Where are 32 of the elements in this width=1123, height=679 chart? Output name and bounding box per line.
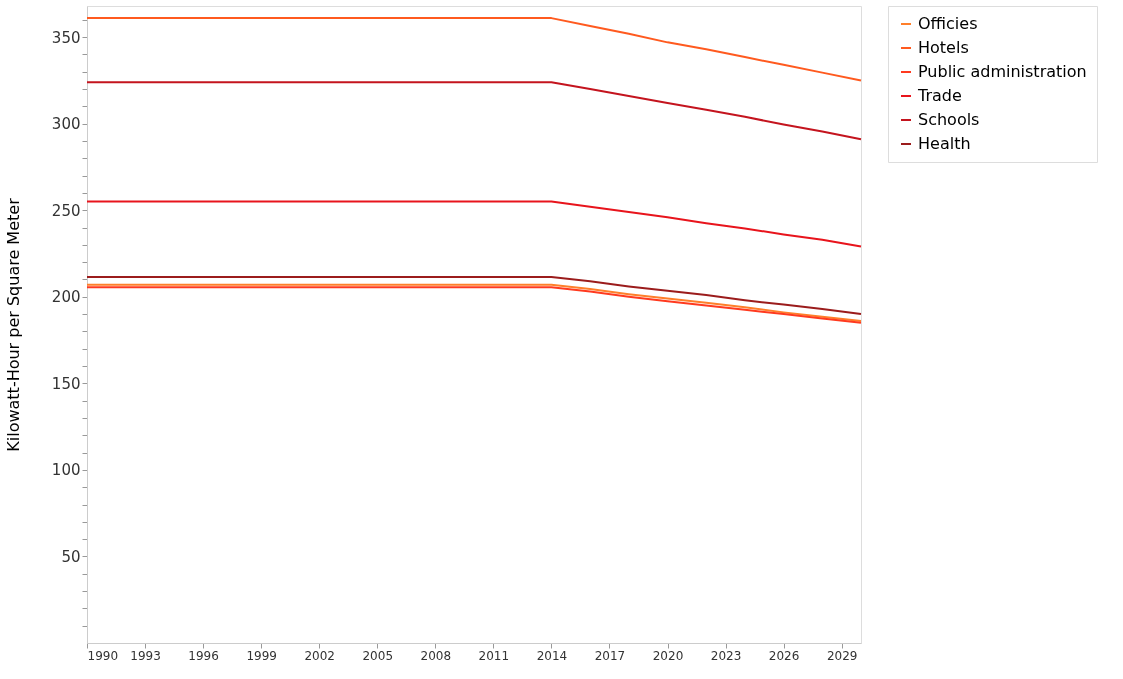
x-tick-label: 2029 — [826, 648, 858, 663]
y-tick-label: 250 — [51, 201, 81, 220]
x-tick-label: 1996 — [188, 648, 219, 663]
x-tick-label: 2023 — [710, 648, 742, 663]
x-tick-label: 2005 — [362, 648, 394, 663]
x-tick-label: 2011 — [478, 648, 510, 663]
y-tick-label: 150 — [51, 374, 81, 393]
line-series — [86, 17, 862, 82]
legend-label: Officies — [918, 14, 978, 33]
y-tick-label: 100 — [51, 461, 81, 480]
y-tick-label: 300 — [51, 115, 81, 134]
x-tick-label: 2026 — [768, 648, 800, 663]
legend-label: Schools — [918, 110, 980, 129]
legend-label: Health — [918, 134, 971, 153]
legend-label: Trade — [917, 86, 962, 105]
y-tick-label: 50 — [61, 547, 81, 566]
y-axis-title: Kilowatt-Hour per Square Meter — [3, 197, 23, 452]
x-tick-label: 1990 — [87, 648, 119, 663]
line-series — [86, 275, 862, 316]
x-tick-label: 1999 — [246, 648, 277, 663]
x-tick-label: 2008 — [420, 648, 452, 663]
x-tick-label: 2014 — [536, 648, 568, 663]
x-tick-label: 1993 — [130, 648, 161, 663]
y-tick-label: 200 — [51, 288, 81, 307]
y-tick-label: 350 — [51, 28, 81, 47]
x-tick-label: 2020 — [652, 648, 684, 663]
line-series — [86, 200, 862, 248]
line-series — [86, 81, 862, 141]
legend-label: Hotels — [918, 38, 969, 57]
x-tick-label: 2002 — [304, 648, 335, 663]
legend-label: Public administration — [918, 62, 1087, 81]
x-tick-label: 2017 — [594, 648, 626, 663]
